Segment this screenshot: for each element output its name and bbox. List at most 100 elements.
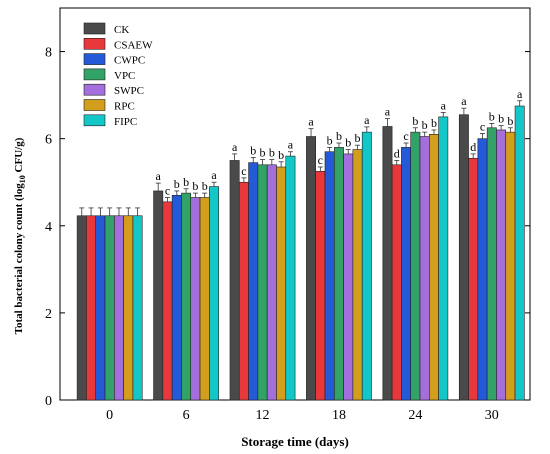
significance-letter: a xyxy=(385,105,391,119)
significance-letter: b xyxy=(345,136,351,150)
bar xyxy=(419,136,430,401)
bar xyxy=(514,105,525,401)
bar xyxy=(190,197,201,401)
significance-letter: a xyxy=(364,113,370,127)
y-tick-label: 0 xyxy=(45,394,52,409)
x-tick-label: 0 xyxy=(106,408,113,423)
significance-letter: b xyxy=(412,114,418,128)
significance-letter: c xyxy=(165,183,170,197)
error-bars xyxy=(79,100,523,216)
significance-letter: d xyxy=(470,140,476,154)
bar xyxy=(86,215,97,401)
bar xyxy=(95,215,106,401)
bar xyxy=(438,116,449,401)
bar xyxy=(333,147,344,401)
y-tick-label: 4 xyxy=(45,220,52,235)
significance-letter: c xyxy=(403,129,408,143)
bar xyxy=(382,126,393,401)
bar xyxy=(361,131,372,401)
legend-label: CWPC xyxy=(114,55,145,67)
bar xyxy=(76,215,87,401)
bars xyxy=(76,105,525,401)
bar xyxy=(132,215,143,401)
legend-label: FIPC xyxy=(114,116,137,128)
bar xyxy=(496,129,507,401)
bar xyxy=(238,181,249,401)
bar xyxy=(486,127,497,401)
bar xyxy=(153,190,164,401)
significance-letter: a xyxy=(461,94,467,108)
significance-letter: b xyxy=(192,179,198,193)
bar xyxy=(315,171,326,401)
significance-letter: b xyxy=(422,118,428,132)
bar xyxy=(248,162,259,401)
bar xyxy=(199,197,210,401)
bar xyxy=(352,149,363,401)
significance-letter: b xyxy=(174,177,180,191)
bar xyxy=(458,114,469,401)
significance-letter: b xyxy=(431,116,437,130)
bar xyxy=(410,131,421,401)
x-axis-title: Storage time (days) xyxy=(241,434,349,449)
legend: CK CSAEW CWPC VPC SWPC RPC FIPC xyxy=(83,22,153,128)
bar xyxy=(285,155,296,401)
significance-letter: b xyxy=(336,129,342,143)
bar xyxy=(343,153,354,401)
legend-swatch xyxy=(83,22,106,35)
bar xyxy=(104,215,115,401)
bar xyxy=(477,138,488,401)
bar xyxy=(123,215,134,401)
x-tick-label: 30 xyxy=(485,408,499,423)
y-tick-label: 6 xyxy=(45,133,52,148)
x-tick-label: 12 xyxy=(256,408,270,423)
legend-label: CSAEW xyxy=(114,39,153,51)
legend-swatch xyxy=(83,68,106,81)
significance-letter: a xyxy=(156,169,162,183)
bar xyxy=(468,157,479,401)
legend-label: RPC xyxy=(114,101,135,113)
bar xyxy=(324,151,335,401)
significance-letter: b xyxy=(278,148,284,162)
significance-letter: a xyxy=(441,99,447,113)
bar xyxy=(181,192,192,401)
y-axis-title-subscript: 10 xyxy=(18,175,27,183)
bar xyxy=(266,164,277,401)
bar xyxy=(229,160,240,401)
bar xyxy=(391,164,402,401)
significance-letter: c xyxy=(318,153,323,167)
legend-swatch xyxy=(83,99,106,111)
bar xyxy=(276,166,287,401)
legend-label: CK xyxy=(114,24,129,36)
significance-letter: b xyxy=(489,109,495,123)
significance-letter: b xyxy=(183,175,189,189)
significance-letter: b xyxy=(260,146,266,160)
significance-letter: b xyxy=(202,179,208,193)
bar xyxy=(171,194,182,401)
significance-letter: a xyxy=(232,140,238,154)
significance-letter: c xyxy=(480,119,485,133)
legend-label: VPC xyxy=(114,70,135,82)
legend-label: SWPC xyxy=(114,85,144,97)
y-tick-label: 8 xyxy=(45,46,52,61)
significance-letter: b xyxy=(269,146,275,160)
legend-swatch xyxy=(83,37,106,50)
legend-swatch xyxy=(83,53,106,65)
significance-letter: c xyxy=(241,164,246,178)
significance-letter: b xyxy=(250,143,256,157)
significance-letter: a xyxy=(308,115,314,129)
significance-letter: b xyxy=(355,131,361,145)
x-tick-label: 6 xyxy=(183,408,190,423)
bar xyxy=(306,136,316,401)
bar xyxy=(162,201,173,401)
legend-swatch xyxy=(83,114,106,127)
bar xyxy=(209,186,219,401)
bar xyxy=(429,134,439,401)
significance-letter: a xyxy=(517,87,523,101)
bar xyxy=(505,131,516,401)
y-tick-label: 2 xyxy=(45,307,52,322)
x-tick-label: 24 xyxy=(408,408,422,423)
significance-letter: b xyxy=(507,114,513,128)
y-axis-title: Total bacterial colony count (log10 CFU/… xyxy=(13,137,27,334)
